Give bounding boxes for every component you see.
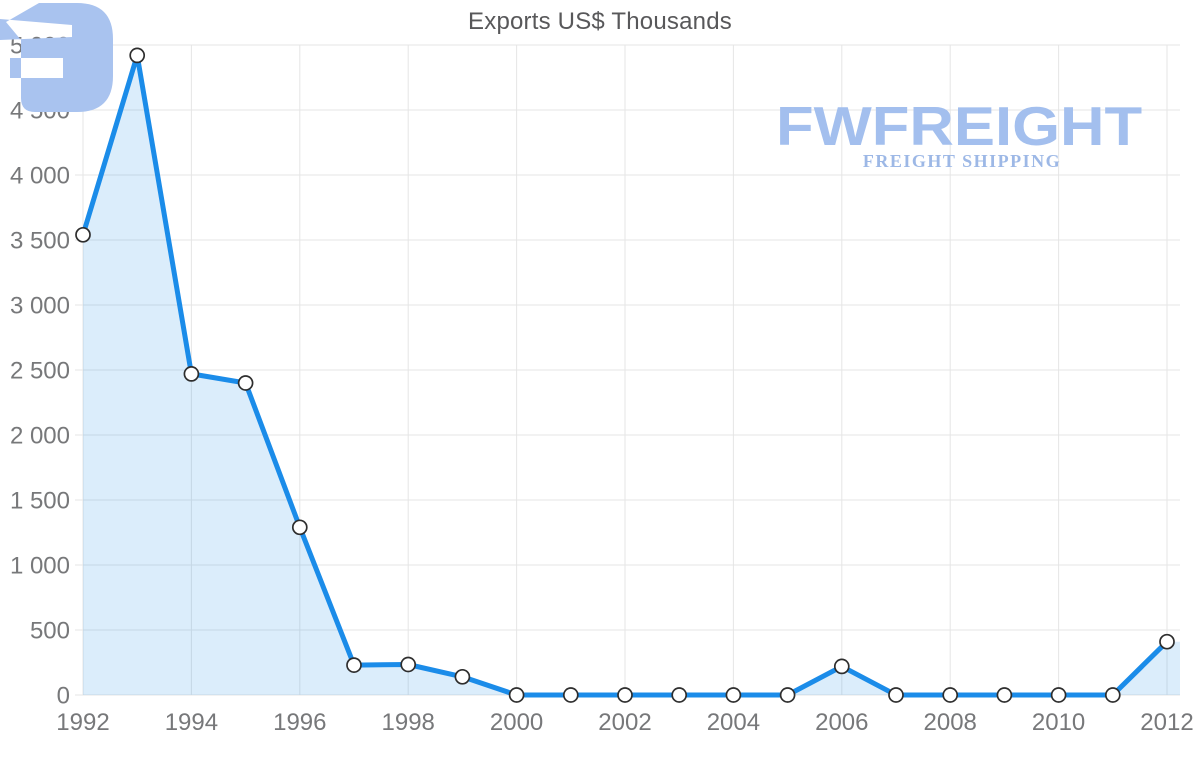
data-point-marker — [833, 658, 850, 675]
data-point-marker — [291, 519, 308, 536]
y-tick-label: 1 500 — [10, 488, 70, 515]
data-point-marker — [346, 657, 362, 673]
y-tick-label: 2 000 — [10, 423, 70, 450]
x-tick-label: 2004 — [707, 709, 760, 736]
brand-tagline: FREIGHT SHIPPING — [862, 151, 1062, 171]
x-tick-label: 1992 — [56, 709, 109, 736]
brand-name: FWFREIGHT — [776, 95, 1143, 157]
x-tick-label: 2002 — [598, 709, 651, 736]
x-tick-label: 2000 — [490, 709, 543, 736]
chart-title: Exports US$ Thousands — [468, 8, 732, 35]
x-tick-label: 2010 — [1032, 709, 1085, 736]
data-point-marker — [617, 687, 633, 703]
data-point-marker — [562, 687, 579, 703]
y-tick-label: 3 000 — [10, 293, 70, 320]
y-tick-label: 4 000 — [10, 163, 70, 190]
series-area-fill — [83, 55, 1180, 695]
data-point-marker — [183, 366, 200, 382]
x-tick-label: 2012 — [1140, 709, 1193, 736]
data-point-marker — [779, 687, 796, 703]
y-tick-label: 500 — [30, 618, 70, 645]
data-point-marker — [1050, 687, 1067, 703]
freight-logo-icon — [0, 3, 113, 112]
data-point-marker — [129, 47, 146, 64]
data-point-marker — [671, 687, 688, 703]
data-point-marker — [942, 687, 959, 703]
data-point-marker — [1104, 687, 1121, 703]
data-point-marker — [1159, 633, 1175, 650]
y-tick-label: 0 — [57, 683, 70, 710]
y-tick-label: 2 500 — [10, 358, 70, 385]
data-point-marker — [888, 687, 904, 703]
data-point-marker — [725, 687, 742, 703]
y-tick-label: 3 500 — [10, 228, 70, 255]
x-tick-label: 1994 — [165, 709, 218, 736]
data-point-marker — [237, 375, 254, 391]
y-tick-label: 1 000 — [10, 553, 70, 580]
x-tick-label: 2008 — [924, 709, 977, 736]
data-point-marker — [400, 656, 417, 673]
data-point-marker — [508, 687, 525, 703]
data-point-marker — [454, 668, 471, 685]
x-tick-label: 1996 — [273, 709, 326, 736]
data-point-marker — [75, 226, 91, 243]
data-point-marker — [996, 687, 1013, 703]
x-tick-label: 1998 — [382, 709, 435, 736]
x-tick-label: 2006 — [815, 709, 868, 736]
